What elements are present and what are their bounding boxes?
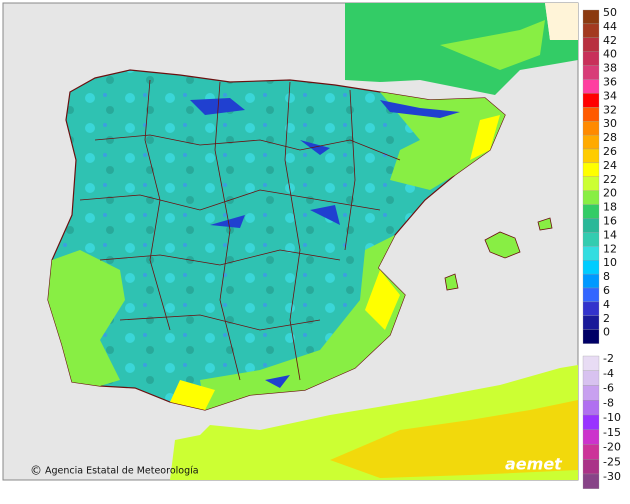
legend-swatch [582,385,600,401]
legend-label: 20 [603,187,617,200]
south-coast-warm [200,235,405,410]
legend-swatch [582,370,600,386]
legend-swatch [582,65,600,80]
legend-swatch [582,414,600,430]
legend-label: 26 [603,145,617,158]
legend-label: -8 [603,396,614,409]
legend-label: 44 [603,20,617,33]
legend-swatch [582,176,600,191]
legend-label: 38 [603,62,617,75]
legend-swatch [582,107,600,122]
legend-swatch [582,162,600,177]
legend-label: 36 [603,76,617,89]
legend: 5044424038363432302826242220181614121086… [582,6,621,489]
legend-swatch [582,329,600,344]
france-east [545,3,578,40]
legend-label: 32 [603,103,617,116]
legend-swatch [582,204,600,219]
legend-swatch [582,459,600,475]
legend-swatch [582,287,600,303]
legend-label: -4 [603,367,614,380]
map: © Agencia Estatal de Meteorología aemet [2,2,579,481]
legend-swatch [582,51,600,66]
legend-swatch [582,273,600,289]
legend-swatch [582,315,600,330]
legend-label: -10 [603,411,621,424]
legend-swatch [582,301,600,316]
legend-label: 42 [603,34,617,47]
legend-swatch [582,444,600,460]
ebro-valley [380,92,505,190]
legend-swatch [582,93,600,108]
legend-label: 30 [603,117,617,130]
legend-label: 10 [603,256,617,269]
legend-swatch [582,232,600,247]
legend-label: -6 [603,382,614,395]
legend-label: 4 [603,298,610,311]
france-lowland [440,20,545,70]
legend-swatch [582,473,600,489]
legend-swatch [582,260,600,275]
legend-swatch [582,218,600,233]
logo: aemet [505,455,563,474]
legend-label: 2 [603,312,610,325]
legend-swatch [582,121,600,136]
legend-label: 18 [603,201,617,214]
balearic-islands [444,217,553,291]
legend-label: 22 [603,173,617,186]
legend-swatch [582,37,600,52]
legend-swatch [582,9,600,25]
province-borders [79,79,401,381]
credit: Agencia Estatal de Meteorología [45,466,199,477]
legend-swatch [582,148,600,164]
legend-label: 0 [603,326,610,339]
legend-swatch [582,134,600,150]
africa-hot [330,400,578,478]
legend-label: 50 [603,6,617,19]
portugal-coast-warm [48,250,125,386]
credit-icon: © [30,464,42,478]
legend-swatch [582,23,600,38]
legend-label: -25 [603,455,621,468]
legend-swatch [582,79,600,94]
legend-label: -15 [603,426,621,439]
legend-swatch [582,400,600,416]
legend-label: 24 [603,159,617,172]
legend-label: 16 [603,215,617,228]
legend-swatch [582,429,600,445]
legend-label: 14 [603,228,617,241]
legend-label: -30 [603,470,621,483]
legend-label: 28 [603,131,617,144]
legend-label: 6 [603,284,610,297]
legend-label: -20 [603,441,621,454]
legend-swatch [582,190,600,205]
legend-swatch [582,355,600,371]
legend-swatch [582,246,600,261]
legend-label: 12 [603,242,617,255]
legend-label: 8 [603,270,610,283]
legend-label: 34 [603,89,617,102]
legend-label: 40 [603,48,617,61]
legend-label: -2 [603,352,614,365]
